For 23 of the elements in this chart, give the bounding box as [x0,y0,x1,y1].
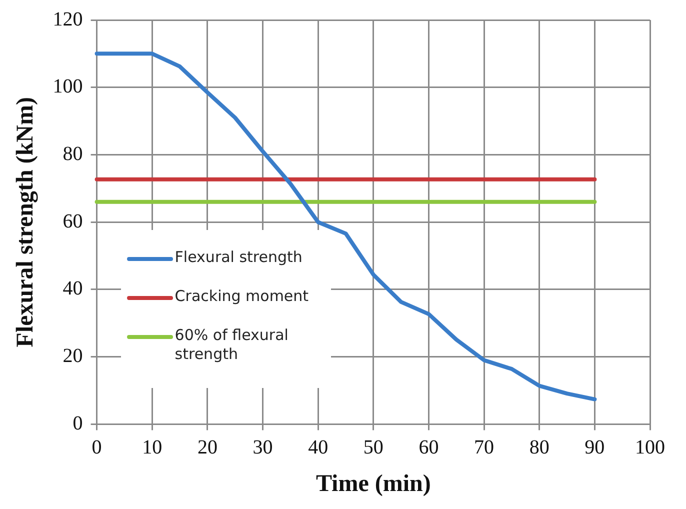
y-tick-label: 60 [62,210,83,232]
legend-label: Cracking moment [174,287,310,306]
y-tick-label: 20 [62,345,83,368]
x-tick-label: 20 [197,436,218,458]
x-tick-label: 40 [308,436,328,458]
y-tick-label: 120 [52,8,83,30]
y-axis-title: Flexural strength (kNm) [12,97,39,348]
legend-label: 60% of flexural strength [174,326,290,364]
y-tick-label: 0 [72,412,83,434]
x-tick-label: 100 [635,436,665,458]
x-tick-label: 90 [584,436,605,458]
y-tick-label: 100 [52,76,83,98]
legend-label: Flexural strength [174,248,304,268]
y-tick-label: 40 [62,278,83,300]
x-tick-label: 80 [529,436,550,458]
x-tick-label: 30 [252,436,273,458]
y-tick-label: 80 [62,142,83,165]
x-tick-label: 0 [92,436,102,458]
x-tick-label: 50 [363,436,384,458]
x-tick-label: 70 [474,436,494,458]
x-axis-title: Time (min) [316,470,431,497]
x-tick-label: 10 [142,436,162,458]
x-tick-label: 60 [418,436,439,458]
